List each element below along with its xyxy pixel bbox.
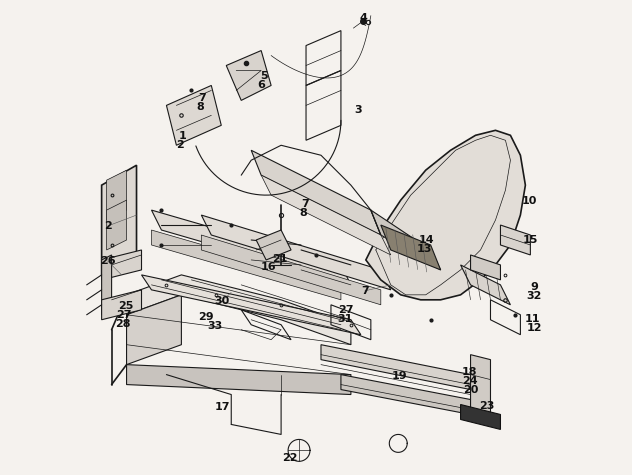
Text: 26: 26 [100, 256, 116, 266]
Polygon shape [126, 295, 181, 365]
Text: 7: 7 [198, 93, 206, 103]
Polygon shape [126, 275, 351, 345]
Text: 33: 33 [208, 321, 223, 331]
Polygon shape [102, 290, 142, 320]
Text: 20: 20 [463, 385, 478, 395]
Polygon shape [461, 265, 511, 305]
Text: 7: 7 [361, 286, 368, 296]
Text: 28: 28 [115, 319, 130, 329]
Text: 2: 2 [176, 140, 185, 150]
Polygon shape [202, 215, 391, 290]
Polygon shape [371, 210, 441, 270]
Text: 5: 5 [260, 71, 267, 82]
Text: 14: 14 [419, 235, 434, 245]
Polygon shape [202, 235, 381, 305]
Polygon shape [126, 365, 351, 395]
Polygon shape [102, 250, 142, 280]
Text: 21: 21 [272, 254, 288, 264]
Polygon shape [152, 230, 341, 300]
Text: 3: 3 [355, 105, 362, 115]
Text: 19: 19 [392, 370, 408, 380]
Text: 18: 18 [462, 367, 477, 377]
Text: 27: 27 [116, 310, 132, 320]
Polygon shape [102, 165, 137, 275]
Text: 23: 23 [479, 400, 494, 410]
Polygon shape [501, 225, 530, 255]
Polygon shape [256, 230, 291, 260]
Polygon shape [166, 86, 221, 145]
Polygon shape [142, 275, 361, 335]
Text: 13: 13 [417, 244, 432, 254]
Text: 24: 24 [462, 376, 477, 386]
Text: 4: 4 [360, 13, 367, 23]
Polygon shape [102, 255, 112, 315]
Polygon shape [107, 170, 126, 220]
Polygon shape [107, 200, 126, 250]
Polygon shape [471, 355, 490, 415]
Polygon shape [251, 150, 381, 235]
Text: 17: 17 [214, 402, 230, 412]
Text: 7: 7 [301, 199, 309, 209]
Text: 8: 8 [197, 102, 204, 112]
Text: 6: 6 [257, 80, 265, 90]
Text: 11: 11 [525, 314, 540, 324]
Polygon shape [471, 255, 501, 280]
Polygon shape [341, 375, 471, 415]
Polygon shape [152, 210, 351, 285]
Text: 10: 10 [521, 196, 537, 206]
Text: 12: 12 [526, 323, 542, 332]
Text: 22: 22 [283, 453, 298, 463]
Text: 15: 15 [523, 235, 538, 245]
Text: 16: 16 [261, 262, 276, 272]
Polygon shape [461, 405, 501, 429]
Polygon shape [381, 225, 441, 270]
Text: 9: 9 [530, 282, 538, 292]
Text: 8: 8 [300, 208, 307, 218]
Polygon shape [261, 175, 391, 255]
Text: 29: 29 [198, 312, 214, 322]
Polygon shape [366, 130, 525, 300]
Text: 27: 27 [338, 305, 354, 315]
Text: 2: 2 [104, 221, 111, 231]
Text: 32: 32 [526, 291, 542, 301]
Text: 25: 25 [118, 301, 133, 311]
Text: 31: 31 [337, 314, 353, 324]
Polygon shape [321, 345, 471, 389]
Text: 1: 1 [179, 131, 187, 141]
Polygon shape [226, 50, 271, 100]
Text: 30: 30 [215, 296, 230, 306]
